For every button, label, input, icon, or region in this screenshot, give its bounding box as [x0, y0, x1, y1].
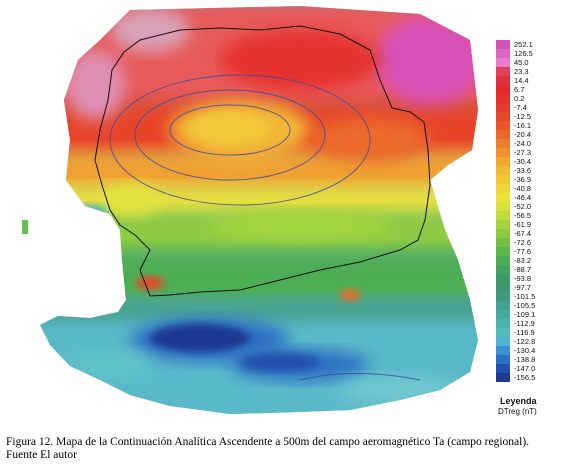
legend-value: -101.5 [514, 292, 536, 301]
legend-value: -83.2 [514, 256, 532, 265]
legend-value: -88.7 [514, 265, 532, 274]
legend-swatch [496, 238, 510, 247]
legend-value: 6.7 [514, 85, 525, 94]
legend-swatch [496, 337, 510, 346]
legend-swatch [496, 355, 510, 364]
legend-swatch [496, 40, 510, 49]
isoline [299, 372, 421, 381]
legend-value: -61.9 [514, 220, 532, 229]
legend-value: 45.0 [514, 58, 529, 67]
legend-swatch [496, 157, 510, 166]
legend-swatch [496, 103, 510, 112]
legend-swatch [496, 301, 510, 310]
legend-value: -105.5 [514, 301, 536, 310]
legend-swatch [496, 166, 510, 175]
legend-swatch [496, 49, 510, 58]
legend-value: -138.8 [514, 355, 536, 364]
legend-swatch [496, 310, 510, 319]
legend-swatch [496, 94, 510, 103]
small-green-patch [22, 220, 28, 234]
legend-value: -16.1 [514, 121, 532, 130]
legend-swatch [496, 274, 510, 283]
legend-swatch [496, 292, 510, 301]
legend-value: -109.1 [514, 310, 536, 319]
legend-value: -52.0 [514, 202, 532, 211]
legend-value: -20.4 [514, 130, 532, 139]
legend-swatch [496, 211, 510, 220]
legend-swatch [496, 184, 510, 193]
legend-value: -156.5 [514, 373, 536, 382]
legend-swatch [496, 112, 510, 121]
legend-swatch [496, 373, 510, 382]
legend-swatch [496, 202, 510, 211]
legend-swatch [496, 121, 510, 130]
legend-value: 0.2 [514, 94, 525, 103]
legend-swatch [496, 265, 510, 274]
legend-value: -33.6 [514, 166, 532, 175]
legend-value: -7.4 [514, 103, 527, 112]
legend-value: -116.9 [514, 328, 535, 337]
legend-value: -72.6 [514, 238, 532, 247]
caption-line-1: Figura 12. Mapa de la Continuación Analí… [6, 436, 530, 448]
legend-value: -130.4 [514, 346, 536, 355]
legend-swatch [496, 130, 510, 139]
isoline [169, 104, 291, 156]
legend-value: -12.5 [514, 112, 532, 121]
legend-swatch [496, 247, 510, 256]
legend-swatch [496, 220, 510, 229]
legend-swatch [496, 76, 510, 85]
isoline [134, 89, 326, 181]
isoline [109, 74, 371, 206]
legend-swatch [496, 139, 510, 148]
legend-swatch [496, 85, 510, 94]
legend-swatch [496, 364, 510, 373]
legend-swatch [496, 328, 510, 337]
legend-unit: DTreg (nT) [498, 407, 537, 416]
legend-swatch [496, 175, 510, 184]
legend-value: 252.1 [514, 40, 533, 49]
anomaly-raster [40, 6, 478, 414]
legend-value: -36.9 [514, 175, 532, 184]
legend-value: -77.6 [514, 247, 532, 256]
legend-value: -147.0 [514, 364, 536, 373]
isolines [109, 74, 421, 381]
legend-swatch [496, 148, 510, 157]
legend-value: 14.4 [514, 76, 529, 85]
color-legend: 252.1 126.5 45.0 23.3 14.4 6.7 0.2 -7.4 -12.5 -16… [496, 40, 556, 420]
legend-title: Leyenda [500, 396, 537, 406]
caption-line-2: Fuente El autor [6, 449, 77, 461]
legend-value: -97.7 [514, 283, 532, 292]
legend-value: -122.8 [514, 337, 536, 346]
legend-value: 126.5 [514, 49, 533, 58]
legend-swatch [496, 319, 510, 328]
legend-value: -67.4 [514, 229, 532, 238]
legend-swatch [496, 256, 510, 265]
legend-value: -27.3 [514, 148, 532, 157]
legend-swatch [496, 58, 510, 67]
legend-value: -46.4 [514, 193, 532, 202]
legend-value: -93.8 [514, 274, 532, 283]
legend-value: -24.0 [514, 139, 532, 148]
legend-value: -30.4 [514, 157, 532, 166]
figure-caption: Figura 12. Mapa de la Continuación Analí… [6, 436, 558, 462]
legend-value: -40.8 [514, 184, 532, 193]
legend-swatch [496, 346, 510, 355]
study-area-boundary [94, 25, 431, 297]
legend-swatch [496, 67, 510, 76]
regional-field-map [22, 6, 478, 414]
legend-value: -56.5 [514, 211, 532, 220]
legend-value: -112.9 [514, 319, 535, 328]
legend-swatch [496, 283, 510, 292]
legend-swatch [496, 193, 510, 202]
legend-swatch [496, 229, 510, 238]
legend-value: 23.3 [514, 67, 529, 76]
